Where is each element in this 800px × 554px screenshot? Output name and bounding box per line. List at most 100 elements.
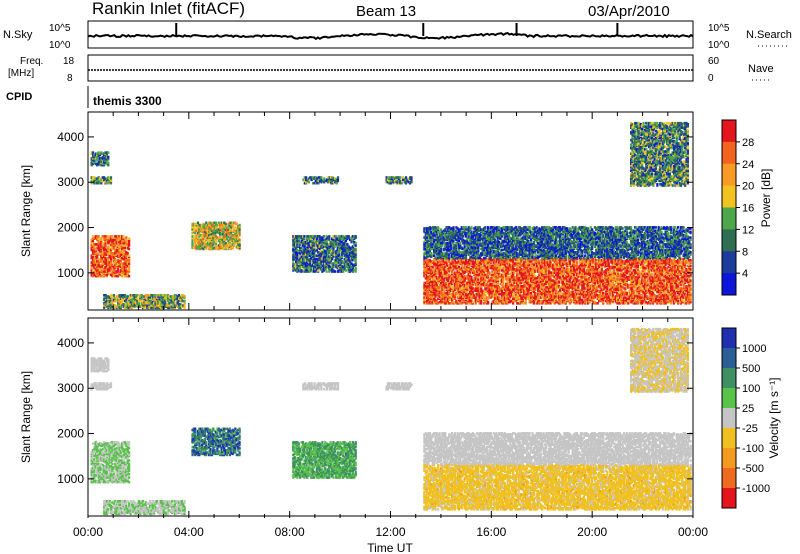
data-cell [342,244,345,247]
data-cell [423,296,426,299]
data-cell [91,274,95,278]
data-cell [117,298,120,302]
data-cell [96,157,99,160]
data-cell [128,264,131,268]
data-cell [109,273,113,277]
data-cell [107,265,110,269]
data-cell [93,245,96,248]
data-cell [324,260,327,263]
noise-search-label: N.Search [746,29,792,41]
data-cell [423,291,426,295]
data-cell [205,234,208,237]
data-cell [235,231,238,235]
data-cell [209,230,212,234]
data-cell [119,300,122,304]
data-cell [351,263,354,267]
nave-label: Nave [748,63,774,75]
data-cell [97,237,100,240]
data-cell [395,176,398,179]
data-cell [98,160,101,163]
data-cell [340,270,343,273]
data-cell [178,294,181,297]
data-cell [90,247,93,251]
data-cell [325,262,328,265]
data-cell [208,221,211,225]
data-cell [232,227,236,230]
data-cell [119,239,122,243]
data-cell [91,176,95,179]
data-cell [139,305,142,308]
data-region [423,257,692,305]
data-cell [304,264,307,268]
data-cell [93,243,96,246]
data-cell [100,269,103,272]
data-cell [350,265,353,269]
data-cell [151,306,154,310]
data-cell [153,294,156,297]
data-cell [144,294,147,297]
data-cell [295,238,298,242]
data-cell [126,239,129,243]
data-cell [332,235,335,238]
data-cell [426,299,429,303]
data-cell [320,180,323,184]
data-cell [317,179,320,183]
data-cell [310,256,313,260]
data-cell [123,294,127,297]
data-cell [107,253,110,256]
data-cell [192,237,195,240]
data-cell [326,257,329,261]
data-cell [326,265,329,269]
data-cell [154,294,157,297]
data-cell [196,231,200,235]
data-cell [220,238,223,242]
data-cell [130,294,134,297]
data-cell [238,230,241,234]
data-cell [100,178,103,182]
data-cell [331,246,334,250]
data-cell [487,274,490,278]
data-cell [385,176,388,179]
data-cell [108,272,111,276]
data-cell [232,239,236,243]
data-cell [224,228,227,231]
data-cell [220,221,223,225]
data-cell [231,234,234,237]
data-cell [114,257,117,261]
data-cell [431,298,434,302]
data-cell [295,247,298,251]
power-data-cells [90,121,692,310]
data-cell [125,239,128,243]
freq-label-line2: [MHz] [8,68,34,79]
data-cell [430,280,433,283]
data-cell [101,179,104,183]
data-cell [326,236,329,239]
data-cell [116,240,120,244]
data-cell [325,178,328,182]
data-cell [212,236,215,239]
data-cell [107,178,110,182]
data-cell [313,252,316,255]
data-cell [322,248,325,252]
data-cell [104,158,107,161]
data-cell [162,298,165,302]
data-cell [116,274,120,278]
data-cell [227,246,230,250]
data-cell [98,152,101,155]
data-cell [351,238,354,242]
data-cell [297,244,300,247]
data-cell [94,258,97,262]
data-cell [109,241,113,245]
data-cell [427,263,430,267]
data-cell [315,265,318,269]
data-cell [107,151,110,154]
data-cell [194,235,197,238]
data-cell [205,231,208,235]
data-cell [107,241,110,245]
data-cell [303,181,306,185]
data-cell [227,239,230,243]
data-cell [210,222,213,226]
data-cell [423,283,426,287]
data-cell [347,251,350,254]
data-cell [103,265,106,269]
